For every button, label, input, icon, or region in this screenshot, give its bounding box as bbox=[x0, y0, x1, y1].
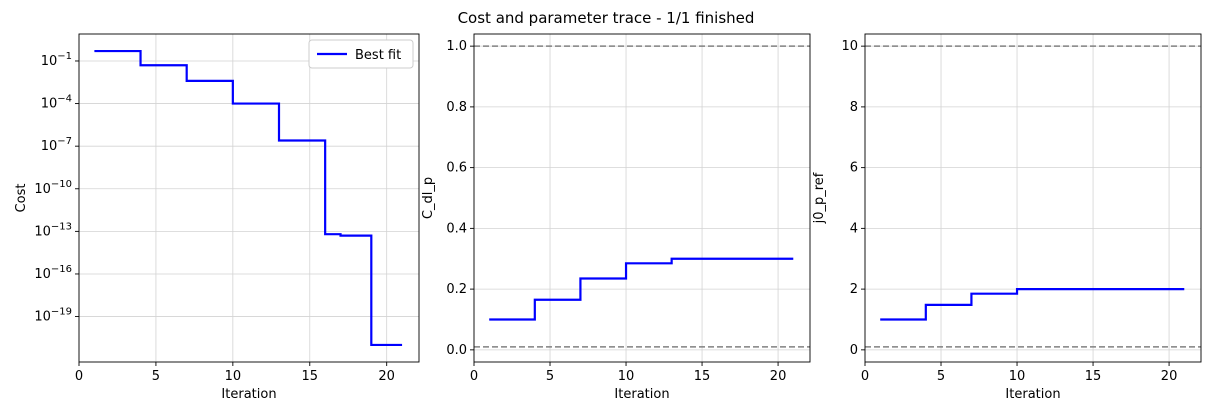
x-tick-label: 5 bbox=[546, 369, 554, 384]
legend-label: Best fit bbox=[355, 48, 401, 63]
y-tick-label: 4 bbox=[850, 221, 858, 236]
x-tick-label: 15 bbox=[1085, 369, 1102, 384]
x-tick: 15 bbox=[301, 362, 318, 384]
y-tick-label: 0.8 bbox=[446, 100, 467, 115]
y-tick: 10−13 bbox=[34, 221, 79, 239]
y-tick: 10−1 bbox=[41, 51, 79, 69]
x-tick: 5 bbox=[546, 362, 554, 384]
x-axis-label: Iteration bbox=[221, 387, 276, 402]
y-tick: 10−19 bbox=[34, 307, 79, 325]
y-tick-label: 6 bbox=[850, 161, 858, 176]
y-tick-label: 0.6 bbox=[446, 161, 467, 176]
series-line bbox=[94, 49, 403, 347]
y-tick-label: 10−1 bbox=[41, 51, 72, 69]
legend: Best fit bbox=[308, 39, 414, 69]
y-tick: 0.0 bbox=[446, 343, 474, 358]
y-tick: 10−10 bbox=[34, 179, 79, 197]
x-tick-label: 10 bbox=[618, 369, 635, 384]
y-tick: 10−16 bbox=[34, 264, 79, 282]
x-tick-label: 20 bbox=[770, 369, 787, 384]
x-tick: 20 bbox=[1161, 362, 1178, 384]
axes-frame bbox=[864, 33, 1202, 363]
x-tick-label: 15 bbox=[694, 369, 711, 384]
x-tick: 20 bbox=[770, 362, 787, 384]
y-tick-label: 0.2 bbox=[446, 282, 467, 297]
y-tick: 10−7 bbox=[41, 136, 79, 154]
x-tick: 10 bbox=[225, 362, 242, 384]
y-tick: 10 bbox=[841, 39, 865, 54]
y-axis-label: C_dl_p bbox=[421, 177, 436, 219]
x-tick: 0 bbox=[75, 362, 83, 384]
y-tick-label: 10−10 bbox=[34, 179, 72, 197]
x-tick: 10 bbox=[618, 362, 635, 384]
x-tick: 5 bbox=[152, 362, 160, 384]
x-tick-label: 10 bbox=[225, 369, 242, 384]
y-tick-label: 10−13 bbox=[34, 221, 72, 239]
panel-j0: 0 5 10 15 20 0 2 4 6 8 10 Iteration j0_p_ref bbox=[812, 33, 1202, 402]
y-tick: 1.0 bbox=[446, 39, 474, 54]
y-tick: 0.2 bbox=[446, 282, 474, 297]
y-tick: 4 bbox=[850, 221, 865, 236]
x-tick-label: 20 bbox=[1161, 369, 1178, 384]
y-tick-label: 10 bbox=[841, 39, 858, 54]
x-tick: 10 bbox=[1009, 362, 1026, 384]
y-tick-label: 10−16 bbox=[34, 264, 72, 282]
y-tick: 10−4 bbox=[41, 94, 79, 112]
y-tick-label: 1.0 bbox=[446, 39, 467, 54]
x-tick: 0 bbox=[470, 362, 478, 384]
y-axis-label: Cost bbox=[14, 184, 29, 213]
axes-frame bbox=[473, 33, 811, 363]
x-tick: 5 bbox=[937, 362, 945, 384]
x-tick-label: 15 bbox=[301, 369, 318, 384]
x-tick-label: 5 bbox=[152, 369, 160, 384]
x-tick-label: 0 bbox=[75, 369, 83, 384]
y-tick: 0.8 bbox=[446, 100, 474, 115]
x-tick-label: 0 bbox=[470, 369, 478, 384]
y-tick-label: 10−4 bbox=[41, 94, 72, 112]
legend-box bbox=[308, 39, 414, 69]
y-tick: 2 bbox=[850, 282, 865, 297]
x-tick: 0 bbox=[861, 362, 869, 384]
x-tick-label: 5 bbox=[937, 369, 945, 384]
x-axis-label: Iteration bbox=[614, 387, 669, 402]
x-tick-label: 10 bbox=[1009, 369, 1026, 384]
panel-cdl: 0 5 10 15 20 0.0 0.2 0.4 0.6 0.8 1.0 Iteration C_dl_… bbox=[421, 33, 811, 402]
y-tick-label: 0.0 bbox=[446, 343, 467, 358]
y-tick: 0.6 bbox=[446, 161, 474, 176]
y-tick: 8 bbox=[850, 100, 865, 115]
x-tick: 15 bbox=[1085, 362, 1102, 384]
x-axis-label: Iteration bbox=[1005, 387, 1060, 402]
x-tick: 20 bbox=[378, 362, 395, 384]
y-tick: 6 bbox=[850, 161, 865, 176]
figure-title: Cost and parameter trace - 1/1 finished bbox=[458, 9, 755, 27]
axes-frame bbox=[78, 33, 420, 363]
y-tick-label: 0 bbox=[850, 343, 858, 358]
x-tick: 15 bbox=[694, 362, 711, 384]
y-tick: 0.4 bbox=[446, 221, 474, 236]
y-tick-label: 0.4 bbox=[446, 221, 467, 236]
y-tick-label: 8 bbox=[850, 100, 858, 115]
series-line bbox=[489, 257, 794, 321]
x-tick-label: 20 bbox=[378, 369, 395, 384]
y-tick-label: 2 bbox=[850, 282, 858, 297]
y-axis-label: j0_p_ref bbox=[812, 172, 827, 224]
x-tick-label: 0 bbox=[861, 369, 869, 384]
panel-cost: 0 5 10 15 20 10−1 10−4 10−7 10−10 10−13 10−16 10−19… bbox=[14, 33, 420, 402]
y-tick: 0 bbox=[850, 343, 865, 358]
y-tick-label: 10−7 bbox=[41, 136, 72, 154]
series-line bbox=[880, 288, 1185, 321]
y-tick-label: 10−19 bbox=[34, 307, 72, 325]
